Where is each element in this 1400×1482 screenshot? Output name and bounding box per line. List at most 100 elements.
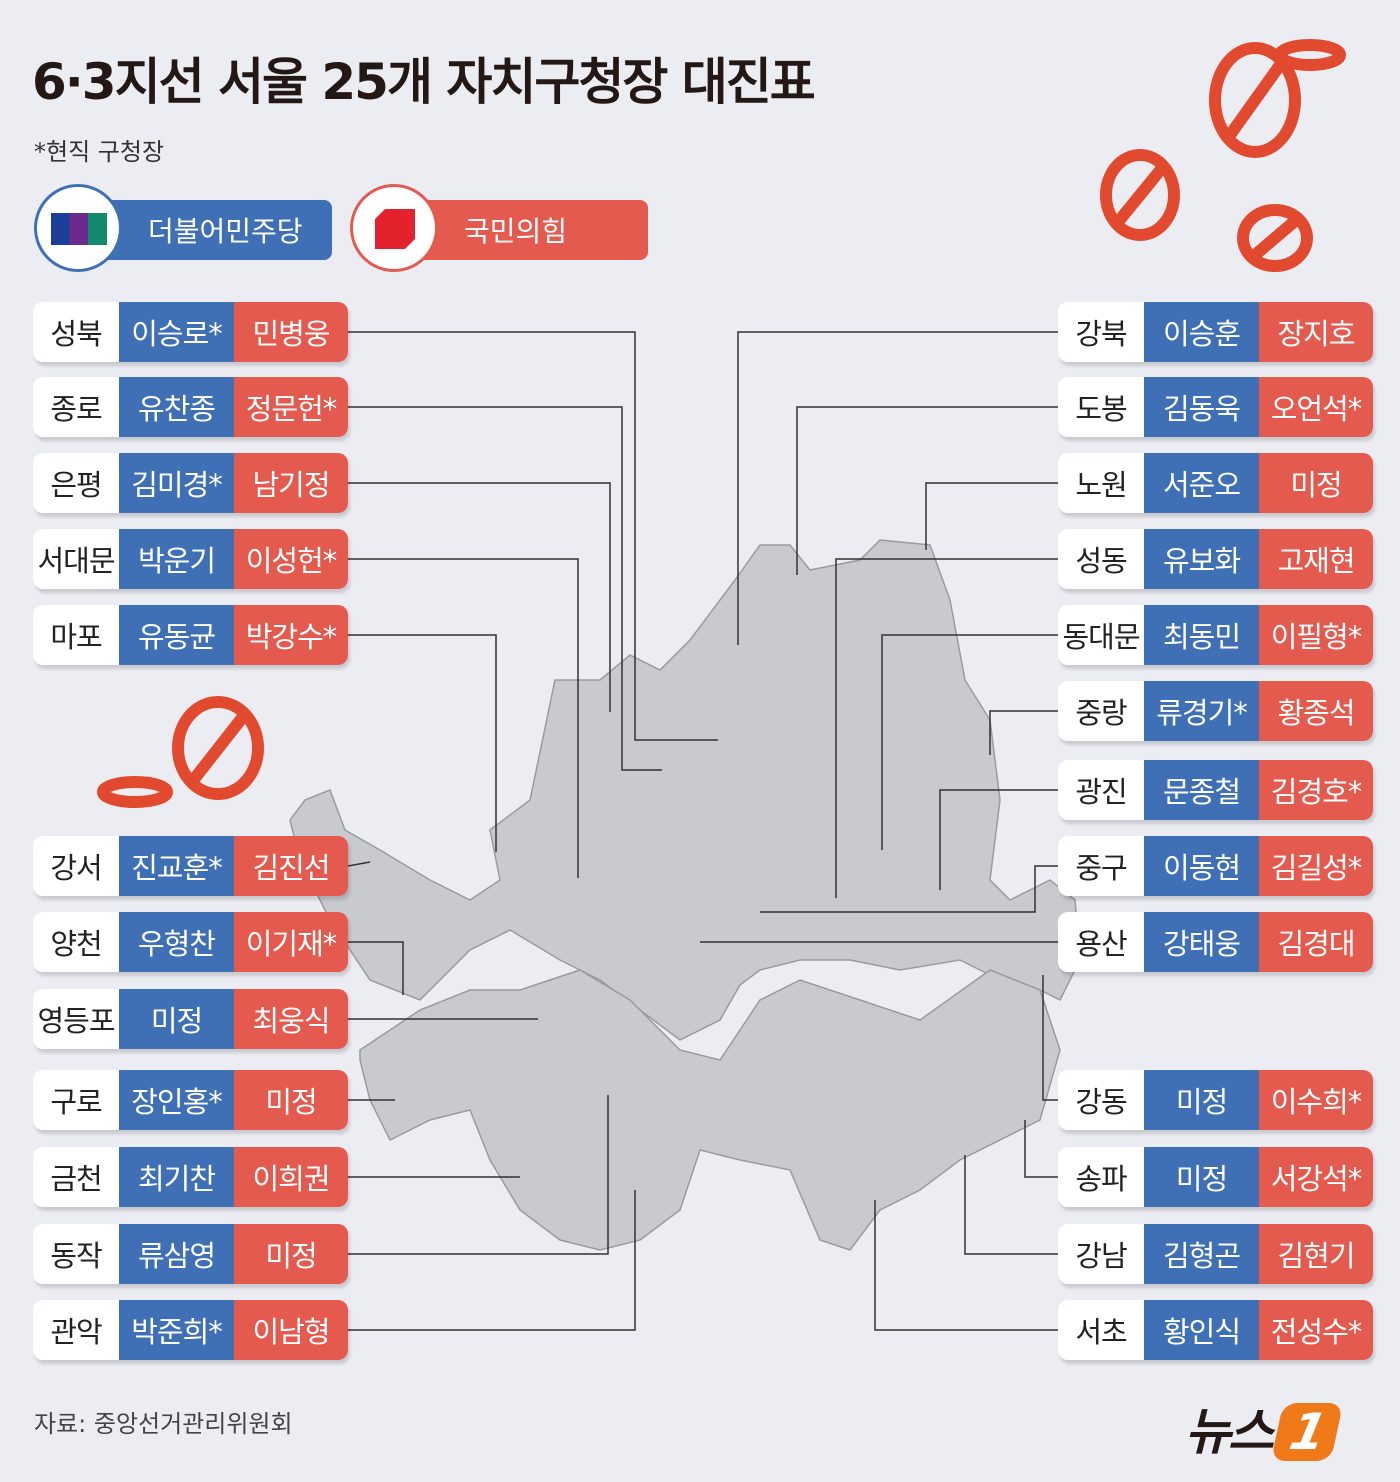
ppp-candidate: 김현기: [1259, 1224, 1373, 1284]
ballot-stamps: [97, 39, 1346, 808]
legend-democratic-label: 더불어민주당: [148, 215, 303, 248]
map-south-seoul: [359, 969, 1061, 1251]
matchup-row: 중랑 류경기* 황종석: [1058, 681, 1373, 741]
district-name: 용산: [1058, 912, 1144, 972]
leader-lines: [347, 331, 1058, 1331]
ppp-candidate: 정문헌*: [234, 377, 348, 437]
ballot-stamp-icon: [97, 776, 173, 808]
ballot-stamp-icon: [1237, 204, 1313, 272]
matchup-row: 광진 문종철 김경호*: [1058, 760, 1373, 820]
democratic-logo-icon: [34, 184, 122, 272]
democratic-candidate: 서준오: [1144, 453, 1259, 513]
legend-democratic: 더불어민주당: [34, 184, 332, 272]
ballot-stamp-icon: [172, 696, 264, 800]
democratic-candidate: 유찬종: [119, 377, 234, 437]
ppp-candidate: 최웅식: [234, 989, 348, 1049]
democratic-candidate: 박준희*: [119, 1300, 234, 1360]
matchup-row: 성북 이승로* 민병웅: [33, 302, 348, 362]
ppp-candidate: 김길성*: [1259, 836, 1373, 896]
matchup-row: 양천 우형찬 이기재*: [33, 912, 348, 972]
matchup-row: 중구 이동현 김길성*: [1058, 836, 1373, 896]
democratic-candidate: 진교훈*: [119, 836, 234, 896]
ballot-stamp-icon: [1274, 39, 1346, 71]
democratic-candidate: 미정: [1144, 1147, 1259, 1207]
ppp-candidate: 서강석*: [1259, 1147, 1373, 1207]
matchup-row: 노원 서준오 미정: [1058, 453, 1373, 513]
incumbent-note: *현직 구청장: [34, 138, 165, 166]
matchup-row: 동작 류삼영 미정: [33, 1224, 348, 1284]
ppp-candidate: 이희권: [234, 1147, 348, 1207]
matchup-row: 강서 진교훈* 김진선: [33, 836, 348, 896]
matchup-row: 영등포 미정 최웅식: [33, 989, 348, 1049]
democratic-candidate: 미정: [1144, 1070, 1259, 1130]
ppp-candidate: 황종석: [1259, 681, 1373, 741]
ppp-candidate: 박강수*: [234, 605, 348, 665]
democratic-candidate: 유보화: [1144, 529, 1259, 589]
matchup-row: 강남 김형곤 김현기: [1058, 1224, 1373, 1284]
ppp-candidate: 김경호*: [1259, 760, 1373, 820]
democratic-candidate: 김동욱: [1144, 377, 1259, 437]
ppp-candidate: 고재현: [1259, 529, 1373, 589]
matchup-row: 강동 미정 이수희*: [1058, 1070, 1373, 1130]
district-name: 서대문: [33, 529, 119, 589]
district-name: 강서: [33, 836, 119, 896]
district-name: 종로: [33, 377, 119, 437]
district-name: 구로: [33, 1070, 119, 1130]
matchup-row: 도봉 김동욱 오언석*: [1058, 377, 1373, 437]
ppp-candidate: 김진선: [234, 836, 348, 896]
district-name: 관악: [33, 1300, 119, 1360]
logo-text: 뉴스: [1185, 1403, 1274, 1461]
ballot-stamp-icon: [1100, 149, 1180, 241]
democratic-candidate: 최기찬: [119, 1147, 234, 1207]
district-name: 동대문: [1058, 605, 1144, 665]
democratic-candidate: 우형찬: [119, 912, 234, 972]
matchup-row: 송파 미정 서강석*: [1058, 1147, 1373, 1207]
district-name: 강동: [1058, 1070, 1144, 1130]
democratic-candidate: 황인식: [1144, 1300, 1259, 1360]
matchup-row: 구로 장인홍* 미정: [33, 1070, 348, 1130]
ppp-candidate: 미정: [234, 1224, 348, 1284]
district-name: 마포: [33, 605, 119, 665]
district-name: 중구: [1058, 836, 1144, 896]
democratic-candidate: 문종철: [1144, 760, 1259, 820]
matchup-row: 마포 유동균 박강수*: [33, 605, 348, 665]
ppp-candidate: 남기정: [234, 453, 348, 513]
logo-mark: 1: [1270, 1403, 1343, 1461]
matchup-row: 용산 강태웅 김경대: [1058, 912, 1373, 972]
democratic-candidate: 박운기: [119, 529, 234, 589]
district-name: 서초: [1058, 1300, 1144, 1360]
ppp-candidate: 이기재*: [234, 912, 348, 972]
ppp-candidate: 장지호: [1259, 302, 1373, 362]
page-title: 6·3지선 서울 25개 자치구청장 대진표: [32, 53, 816, 111]
democratic-candidate: 이승로*: [119, 302, 234, 362]
matchup-row: 성동 유보화 고재현: [1058, 529, 1373, 589]
district-name: 금천: [33, 1147, 119, 1207]
district-name: 중랑: [1058, 681, 1144, 741]
ppp-candidate: 민병웅: [234, 302, 348, 362]
district-name: 노원: [1058, 453, 1144, 513]
district-name: 송파: [1058, 1147, 1144, 1207]
ppp-candidate: 김경대: [1259, 912, 1373, 972]
democratic-candidate: 이승훈: [1144, 302, 1259, 362]
news1-logo: 뉴스 1: [1185, 1392, 1343, 1464]
ballot-stamp-icon: [1209, 42, 1301, 158]
district-name: 동작: [33, 1224, 119, 1284]
district-name: 강남: [1058, 1224, 1144, 1284]
matchup-row: 금천 최기찬 이희권: [33, 1147, 348, 1207]
ppp-logo-icon: [350, 184, 438, 272]
democratic-candidate: 김형곤: [1144, 1224, 1259, 1284]
democratic-candidate: 이동현: [1144, 836, 1259, 896]
legend-ppp-label: 국민의힘: [464, 215, 568, 248]
democratic-candidate: 강태웅: [1144, 912, 1259, 972]
matchup-row: 은평 김미경* 남기정: [33, 453, 348, 513]
legend-ppp: 국민의힘: [350, 184, 648, 272]
democratic-candidate: 장인홍*: [119, 1070, 234, 1130]
district-name: 성북: [33, 302, 119, 362]
ppp-candidate: 오언석*: [1259, 377, 1373, 437]
matchup-row: 서대문 박운기 이성헌*: [33, 529, 348, 589]
matchup-row: 강북 이승훈 장지호: [1058, 302, 1373, 362]
district-name: 도봉: [1058, 377, 1144, 437]
ppp-candidate: 이필형*: [1259, 605, 1373, 665]
matchup-row: 동대문 최동민 이필형*: [1058, 605, 1373, 665]
